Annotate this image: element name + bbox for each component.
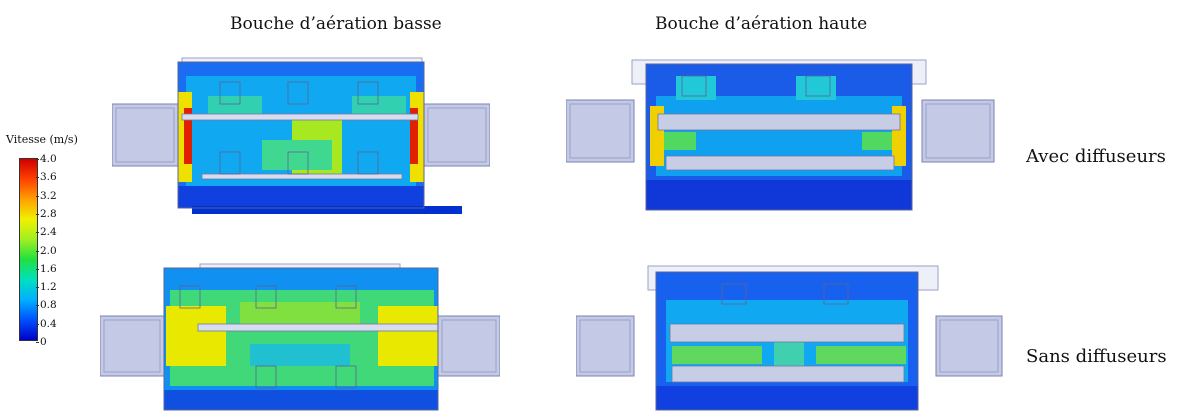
colorbar-tick-label: 2.0	[36, 244, 57, 257]
colorbar-tick-label: 1.6	[36, 262, 57, 275]
colorbar-tick-label: 0.8	[36, 299, 57, 312]
panel-low-vent-without-diffusers	[100, 262, 500, 414]
velocity-field-high-without-diffusers	[576, 265, 1003, 411]
colorbar-tick-label: 2.8	[36, 207, 57, 220]
panel-low-vent-with-diffusers	[112, 56, 490, 216]
colorbar-tick-label: 0.4	[36, 317, 57, 330]
column-title-low-vent: Bouche d’aération basse	[230, 14, 442, 34]
panel-high-vent-with-diffusers	[566, 56, 996, 216]
velocity-field-low-with-diffusers	[112, 57, 490, 214]
colorbar-tick-label: 4.0	[36, 153, 57, 165]
colorbar-tick-label: 0	[36, 336, 47, 348]
colorbar-tick-label: 3.6	[36, 171, 57, 184]
colorbar-ticks: 4.0 3.6 3.2 2.8 2.4 2.0 1.6 1.2 0.8 0.4 0	[36, 153, 80, 349]
column-title-high-vent: Bouche d’aération haute	[655, 14, 868, 34]
panel-high-vent-without-diffusers	[576, 262, 1006, 414]
legend-title: Vitesse (m/s)	[6, 133, 78, 146]
row-label-with-diffusers: Avec diffuseurs	[1026, 146, 1166, 167]
colorbar-tick-label: 2.4	[36, 226, 57, 239]
velocity-colorbar	[19, 158, 38, 341]
colorbar-tick-label: 3.2	[36, 189, 57, 202]
colorbar-tick-label: 1.2	[36, 281, 57, 294]
velocity-field-low-without-diffusers	[100, 263, 500, 411]
row-label-without-diffusers: Sans diffuseurs	[1026, 346, 1167, 367]
velocity-field-high-with-diffusers	[566, 59, 995, 211]
